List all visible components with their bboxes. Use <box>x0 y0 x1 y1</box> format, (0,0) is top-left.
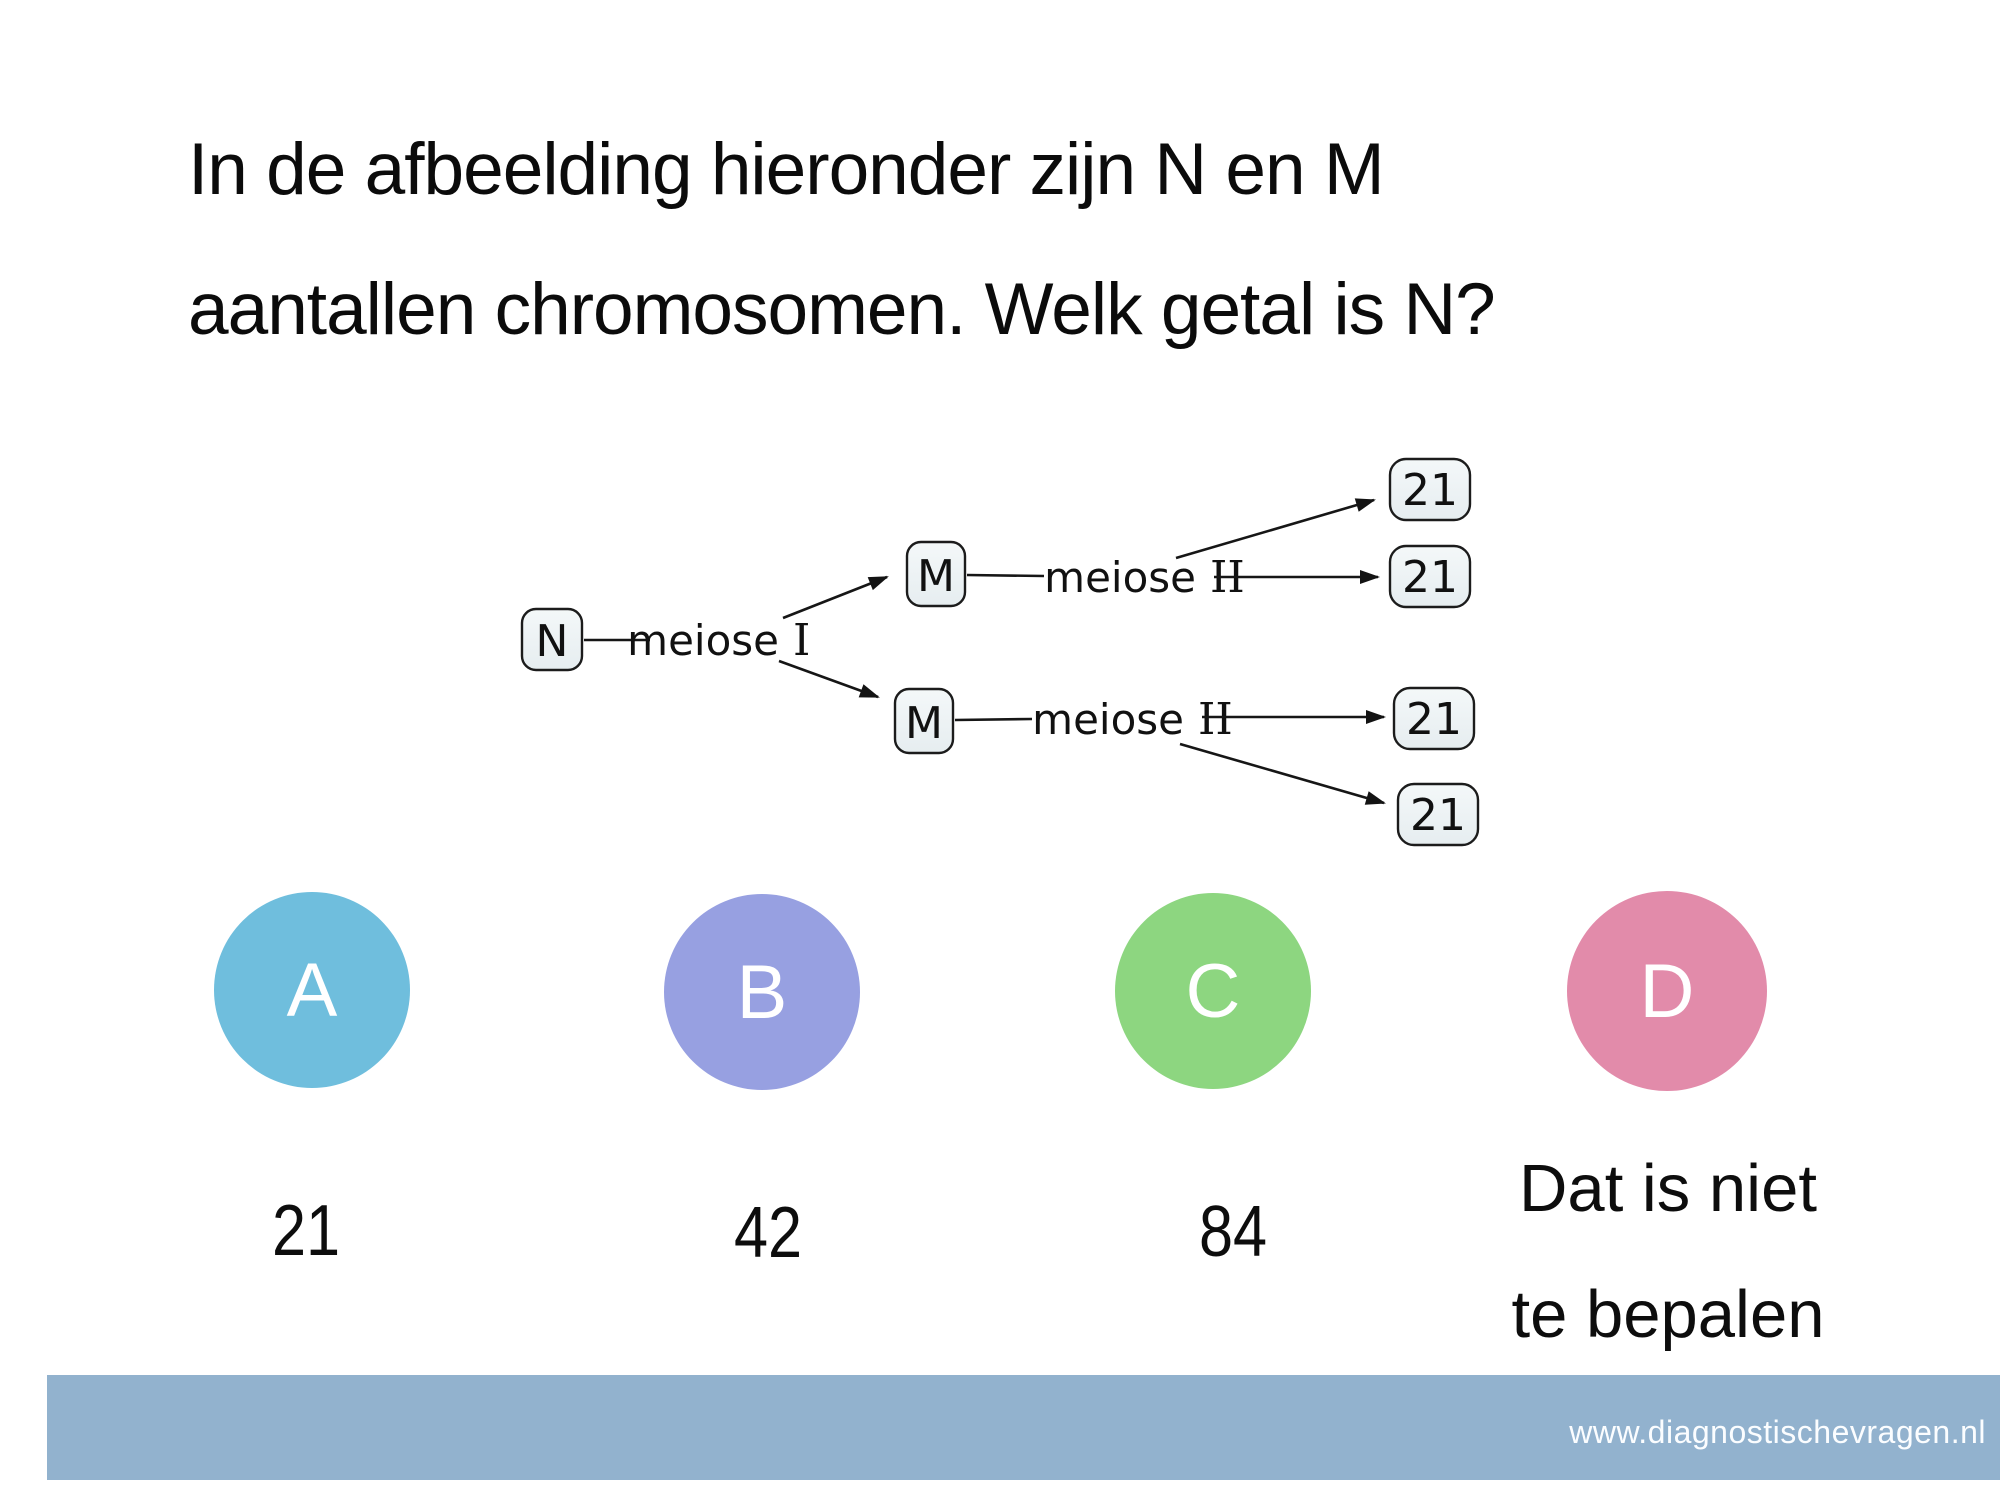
cell-m-upper-label: M <box>917 551 955 602</box>
meiose1-numeral: I <box>793 615 810 666</box>
cell-21-box-1 <box>1388 457 1472 522</box>
cell-21-label-2: 21 <box>1402 552 1458 603</box>
question-title-line1: In de afbeelding hieronder zijn N en M <box>188 129 1385 210</box>
answer-value-a: 21 <box>211 1190 401 1272</box>
answer-value-d-line1: Dat is niet <box>1519 1151 1817 1226</box>
arrow-meiose2-upper-to-21-1 <box>1175 498 1376 560</box>
cell-n-box <box>520 607 584 672</box>
footer-bar: www.diagnostischevragen.nl <box>47 1375 2000 1480</box>
arrow-meiose1-to-m-lower <box>778 659 880 699</box>
answer-value-d-line2: te bepalen <box>1511 1277 1825 1352</box>
answer-value-c: 84 <box>1138 1191 1328 1273</box>
answer-option-c[interactable]: C <box>1115 893 1311 1089</box>
question-title-line2: aantallen chromosomen. Welk getal is N? <box>188 269 1496 350</box>
connector-m-lower-to-meiose2 <box>954 717 1033 722</box>
cell-21-box-3 <box>1392 686 1476 751</box>
cell-21-box-2 <box>1388 544 1472 609</box>
answer-option-d[interactable]: D <box>1567 891 1767 1091</box>
meiose2-lower-numeral: II <box>1198 694 1233 745</box>
answer-option-b[interactable]: B <box>664 894 860 1090</box>
arrow-meiose1-to-m-upper <box>782 575 889 620</box>
answer-letter-a: A <box>286 947 338 1033</box>
cell-n-label: N <box>536 616 569 667</box>
answer-value-c-text: 84 <box>1198 1192 1268 1272</box>
answer-letter-b: B <box>736 949 788 1035</box>
answer-value-b: 42 <box>673 1192 863 1274</box>
meiose1-label: meiose <box>627 616 779 665</box>
answer-value-a-text: 21 <box>271 1191 341 1271</box>
meiose2-upper-label: meiose <box>1044 553 1196 602</box>
meiose2-lower-label: meiose <box>1032 695 1184 744</box>
cell-21-label-3: 21 <box>1406 694 1462 745</box>
answer-value-d: Dat is niet te bepalen <box>1448 1126 1888 1378</box>
question-title: In de afbeelding hieronder zijn N en M a… <box>188 100 1838 380</box>
cell-21-label-4: 21 <box>1410 790 1466 841</box>
connector-m-upper-to-meiose2 <box>966 573 1045 578</box>
answer-letter-d: D <box>1639 948 1695 1034</box>
cell-21-box-4 <box>1396 782 1480 847</box>
cell-m-lower-label: M <box>905 698 943 749</box>
cell-m-upper-box <box>905 540 967 608</box>
answer-option-a[interactable]: A <box>214 892 410 1088</box>
cell-m-lower-box <box>893 687 955 755</box>
arrow-meiose2-lower-to-21-4 <box>1179 742 1386 805</box>
cell-21-label-1: 21 <box>1402 465 1458 516</box>
answer-letter-c: C <box>1185 948 1241 1034</box>
answer-value-b-text: 42 <box>733 1193 803 1273</box>
footer-website-url: www.diagnostischevragen.nl <box>1569 1414 1986 1450</box>
